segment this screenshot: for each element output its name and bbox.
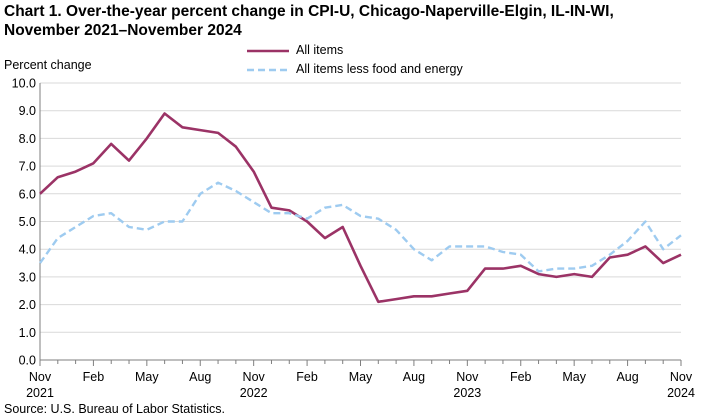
chart-title: Chart 1. Over-the-year percent change in…: [4, 2, 704, 40]
x-tick-label: May: [349, 370, 373, 384]
chart-title-line1: Chart 1. Over-the-year percent change in…: [4, 3, 614, 20]
y-tick-label: 10.0: [12, 77, 36, 91]
y-tick-label: 3.0: [19, 270, 36, 284]
legend-label-core: All items less food and energy: [296, 62, 463, 76]
chart-title-line2: November 2021–November 2024: [4, 22, 242, 39]
y-tick-label: 1.0: [19, 326, 36, 340]
x-tick-label: Aug: [189, 370, 211, 384]
x-tick-label: May: [562, 370, 586, 384]
x-tick-label: Nov: [456, 370, 479, 384]
x-tick-label: Feb: [296, 370, 318, 384]
x-tick-year-label: 2024: [667, 386, 695, 400]
x-tick-label: Aug: [403, 370, 425, 384]
y-tick-label: 9.0: [19, 104, 36, 118]
series-line-all-items: [39, 112, 682, 304]
legend-label-all-items: All items: [296, 43, 344, 57]
source-note: Source: U.S. Bureau of Labor Statistics.: [4, 402, 225, 416]
x-tick-label: May: [135, 370, 159, 384]
x-tick-label: Nov: [243, 370, 266, 384]
x-tick-year-label: 2021: [26, 386, 54, 400]
y-axis-label: Percent change: [4, 58, 92, 72]
series-line-core: [39, 181, 682, 273]
y-tick-label: 0.0: [19, 354, 36, 368]
x-tick-year-label: 2022: [240, 386, 268, 400]
y-tick-label: 5.0: [19, 215, 36, 229]
x-tick-label: Nov: [670, 370, 693, 384]
x-tick-year-label: 2023: [453, 386, 481, 400]
x-tick-label: Feb: [83, 370, 105, 384]
x-tick-label: Nov: [29, 370, 52, 384]
y-tick-label: 6.0: [19, 187, 36, 201]
y-tick-label: 2.0: [19, 298, 36, 312]
x-tick-label: Feb: [510, 370, 532, 384]
y-tick-label: 8.0: [19, 132, 36, 146]
x-tick-label: Aug: [616, 370, 638, 384]
y-tick-label: 4.0: [19, 243, 36, 257]
y-tick-label: 7.0: [19, 160, 36, 174]
